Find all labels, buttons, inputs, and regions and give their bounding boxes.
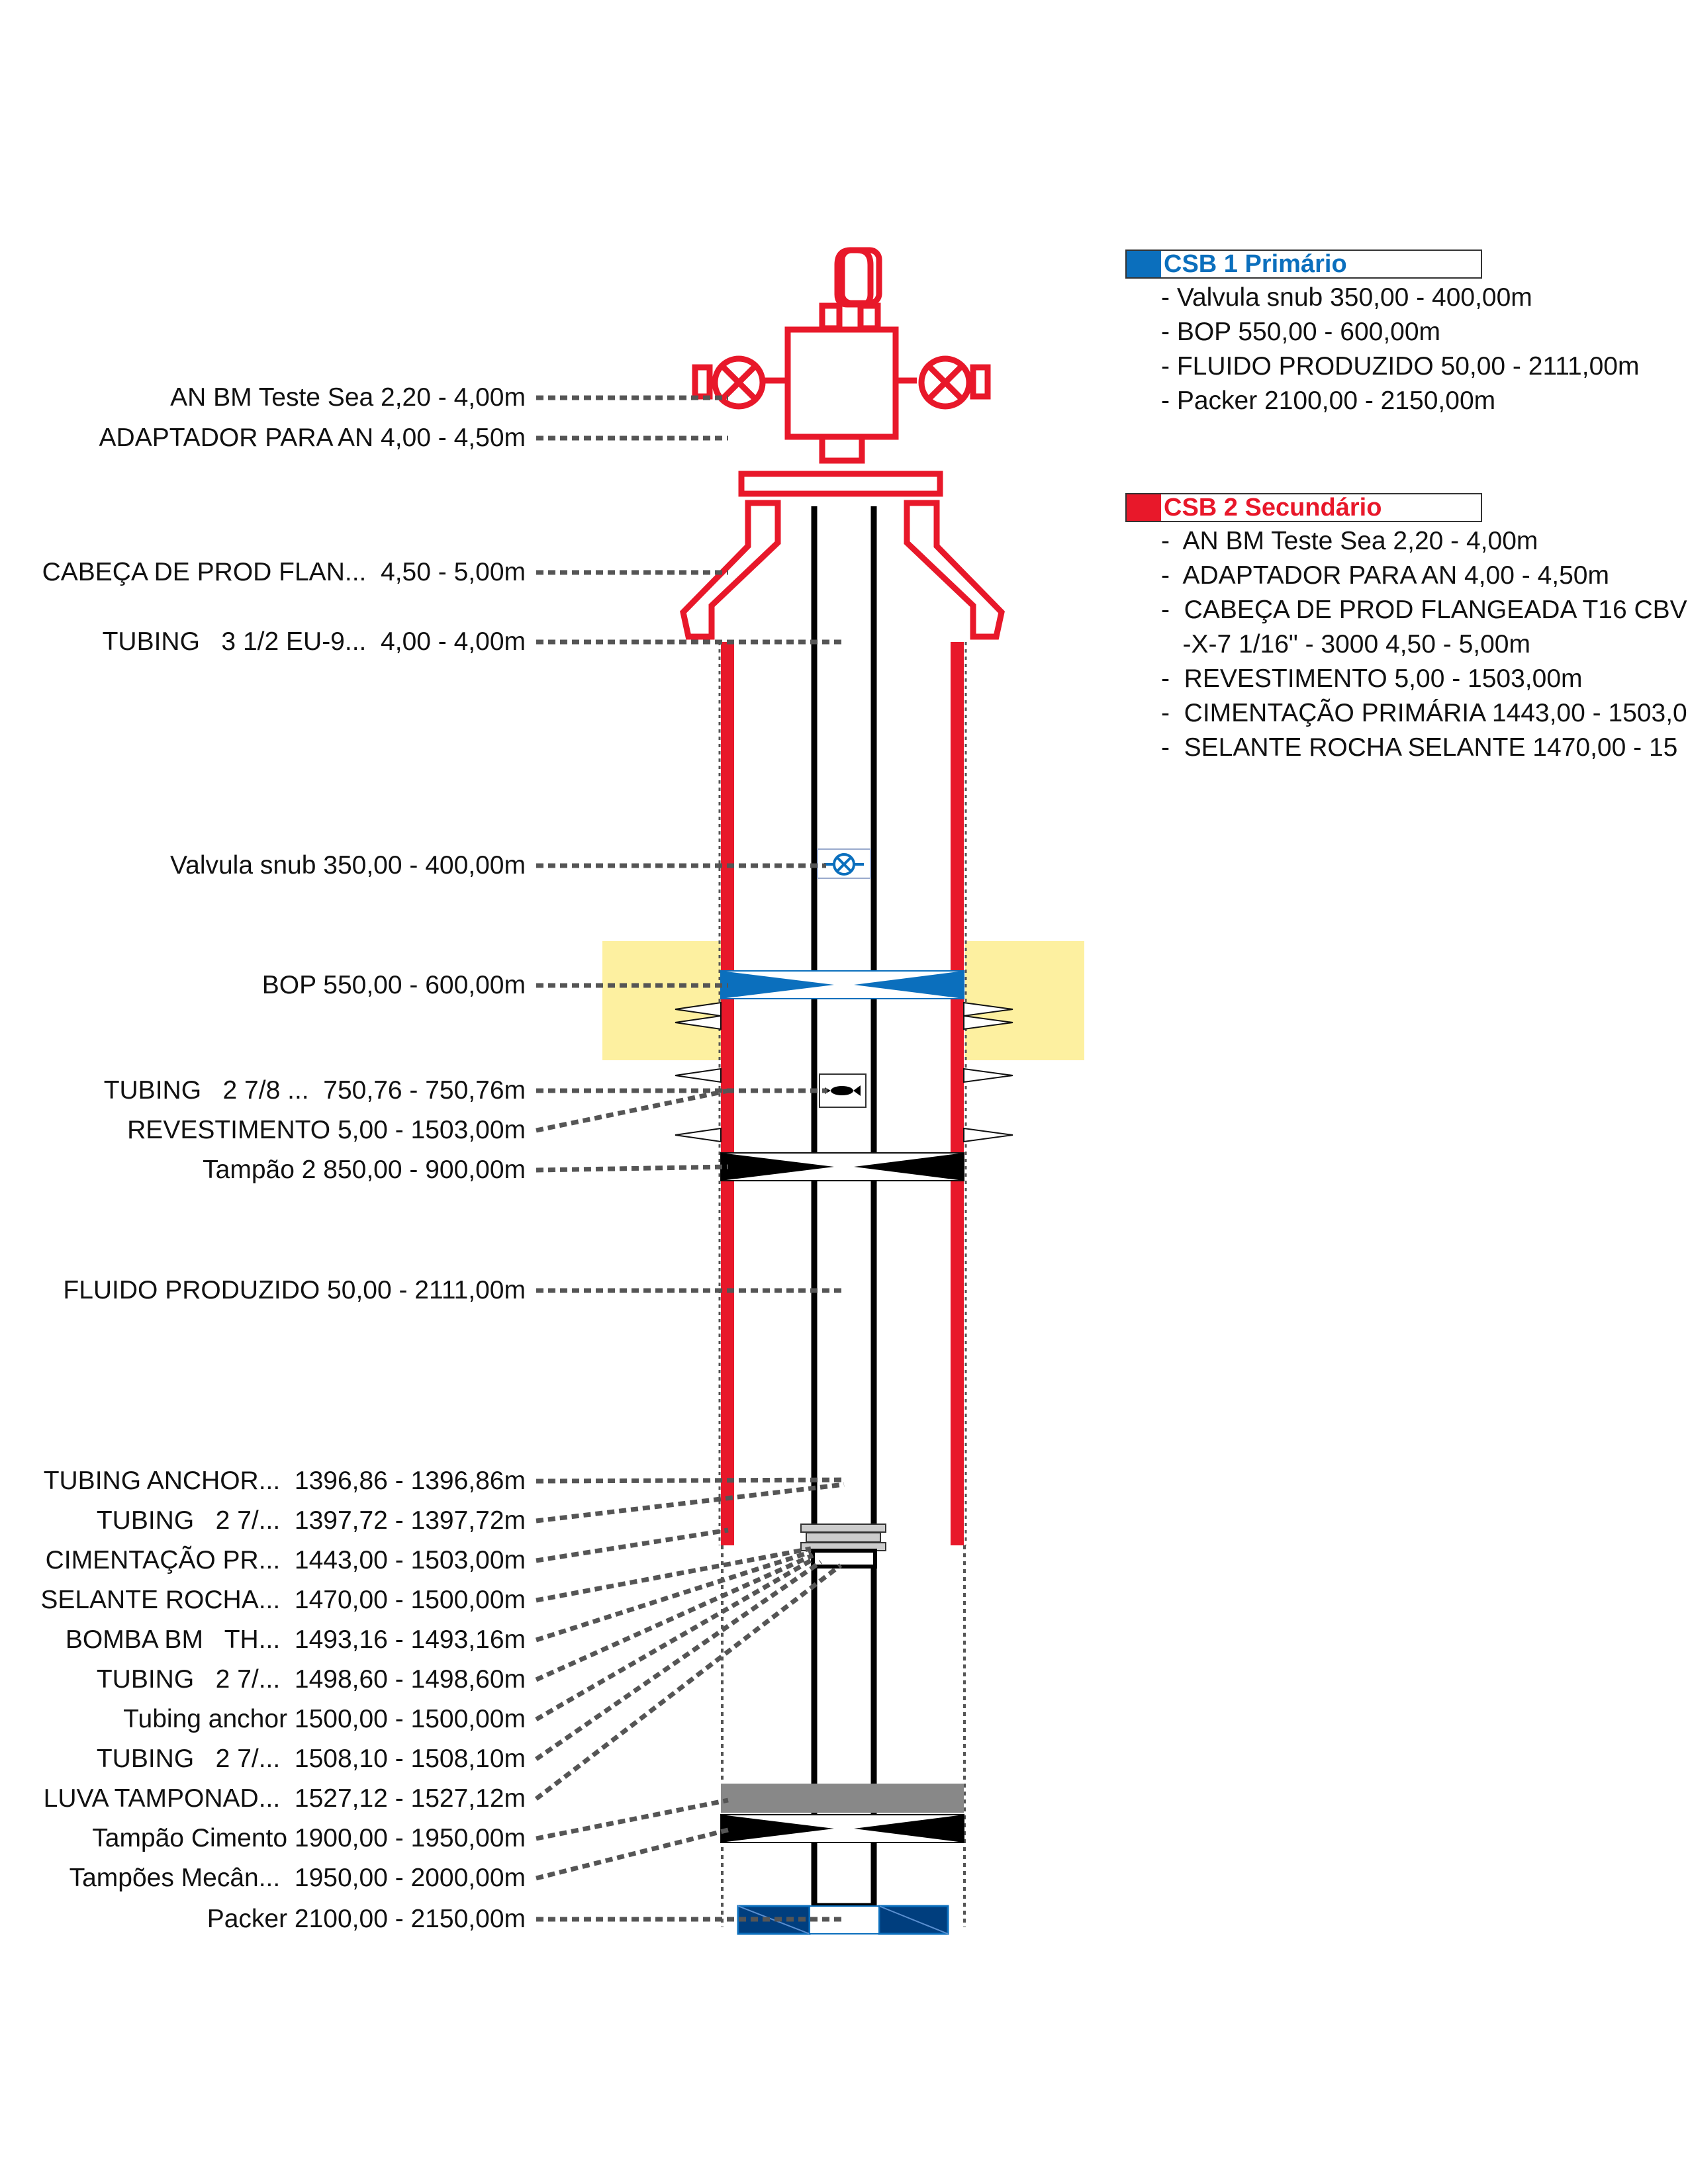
leader-lines	[534, 395, 845, 1922]
label-tubing-1508: TUBING 2 7/... 1508,10 - 1508,10m	[96, 1745, 526, 1773]
tree-lower-neck	[819, 433, 865, 464]
legend-csb2-title: CSB 2 Secundário	[1164, 494, 1382, 522]
tree-top-block	[839, 247, 882, 306]
tree-neck-r	[857, 302, 881, 332]
tree-body	[784, 326, 899, 440]
label-tubing-2-7-8: TUBING 2 7/8 ... 750,76 - 750,76m	[103, 1076, 526, 1105]
label-tubing-anchor-1500: Tubing anchor 1500,00 - 1500,00m	[123, 1705, 526, 1733]
legend-csb2-item: - REVESTIMENTO 5,00 - 1503,00m	[1161, 664, 1583, 693]
label-bop: BOP 550,00 - 600,00m	[261, 971, 526, 999]
label-tubing-1397: TUBING 2 7/... 1397,72 - 1397,72m	[96, 1506, 526, 1535]
bop-zone-left	[602, 941, 723, 1060]
label-tubing-3-1-2: TUBING 3 1/2 EU-9... 4,00 - 4,00m	[102, 627, 526, 656]
packer-middle	[809, 1905, 880, 1934]
casing-right	[951, 642, 964, 1545]
wing-right-end	[970, 364, 991, 400]
wellhead-left-flange	[680, 500, 781, 640]
snub-valve-icon	[824, 853, 864, 876]
wellhead-tree	[680, 247, 1005, 640]
plug-2-right	[854, 1153, 964, 1181]
legend-csb2-item: -X-7 1/16" - 3000 4,50 - 5,00m	[1161, 630, 1530, 659]
wing-left-end	[692, 364, 713, 400]
label-luva-tamponada: LUVA TAMPONAD... 1527,12 - 1527,12m	[43, 1784, 526, 1813]
legend-csb1-item: - Valvula snub 350,00 - 400,00m	[1161, 283, 1532, 312]
legend-csb1-header: CSB 1 Primário	[1125, 250, 1482, 279]
pump-ring-1	[800, 1524, 886, 1533]
bop-zone-right	[965, 941, 1084, 1060]
legend-csb2-item: - CIMENTAÇÃO PRIMÁRIA 1443,00 - 1503,0	[1161, 699, 1687, 727]
label-fluido-produzido: FLUIDO PRODUZIDO 50,00 - 2111,00m	[63, 1276, 526, 1304]
bop-ram-left	[721, 971, 834, 999]
cement-plug-left	[721, 1815, 834, 1843]
tree-neck	[819, 302, 843, 332]
legend-csb2-header: CSB 2 Secundário	[1125, 493, 1482, 522]
label-valvula-snub: Valvula snub 350,00 - 400,00m	[170, 851, 526, 880]
plugged-sleeve	[721, 1784, 964, 1813]
legend-csb1-item: - FLUIDO PRODUZIDO 50,00 - 2111,00m	[1161, 352, 1640, 381]
label-tampao-cimento: Tampão Cimento 1900,00 - 1950,00m	[92, 1824, 526, 1852]
tree-plate	[738, 471, 943, 497]
cement-plug-right	[854, 1815, 964, 1843]
label-adaptador: ADAPTADOR PARA AN 4,00 - 4,50m	[99, 424, 526, 452]
legend-csb2-item: - SELANTE ROCHA SELANTE 1470,00 - 15	[1161, 733, 1678, 762]
wellhead-right-flange	[904, 500, 1005, 640]
pump-ring-2	[806, 1532, 881, 1543]
label-revestimento: REVESTIMENTO 5,00 - 1503,00m	[127, 1116, 526, 1144]
bop-ram-right	[854, 971, 964, 999]
legend-csb1-swatch	[1127, 251, 1161, 277]
casing-left	[721, 642, 734, 1545]
wing-valves	[712, 355, 972, 410]
label-tampoes-mecanicos: Tampões Mecân... 1950,00 - 2000,00m	[69, 1864, 526, 1892]
legend-csb2-item: - CABEÇA DE PROD FLANGEADA T16 CBV	[1161, 596, 1687, 624]
legend-csb2-swatch	[1127, 494, 1161, 521]
label-tampao-2: Tampão 2 850,00 - 900,00m	[203, 1156, 526, 1184]
label-tubing-1498: TUBING 2 7/... 1498,60 - 1498,60m	[96, 1665, 526, 1694]
label-selante-rocha: SELANTE ROCHA... 1470,00 - 1500,00m	[40, 1586, 526, 1614]
label-tubing-anchor: TUBING ANCHOR... 1396,86 - 1396,86m	[43, 1467, 526, 1495]
label-bomba-bm: BOMBA BM TH... 1493,16 - 1493,16m	[65, 1625, 526, 1654]
legend-csb1-item: - Packer 2100,00 - 2150,00m	[1161, 387, 1496, 415]
legend-csb1-item: - BOP 550,00 - 600,00m	[1161, 318, 1441, 346]
label-packer: Packer 2100,00 - 2150,00m	[207, 1905, 526, 1933]
formation-markers	[675, 1001, 1013, 1143]
legend-csb2-item: - AN BM Teste Sea 2,20 - 4,00m	[1161, 527, 1538, 555]
label-an-bm: AN BM Teste Sea 2,20 - 4,00m	[170, 383, 526, 412]
legend-csb1-title: CSB 1 Primário	[1164, 250, 1347, 278]
pump-body	[811, 1549, 877, 1569]
label-cabeca-prod: CABEÇA DE PROD FLAN... 4,50 - 5,00m	[42, 558, 526, 586]
label-cimentacao: CIMENTAÇÃO PR... 1443,00 - 1503,00m	[45, 1546, 526, 1574]
plug-2-left	[721, 1153, 834, 1181]
legend-csb2-item: - ADAPTADOR PARA AN 4,00 - 4,50m	[1161, 561, 1609, 590]
